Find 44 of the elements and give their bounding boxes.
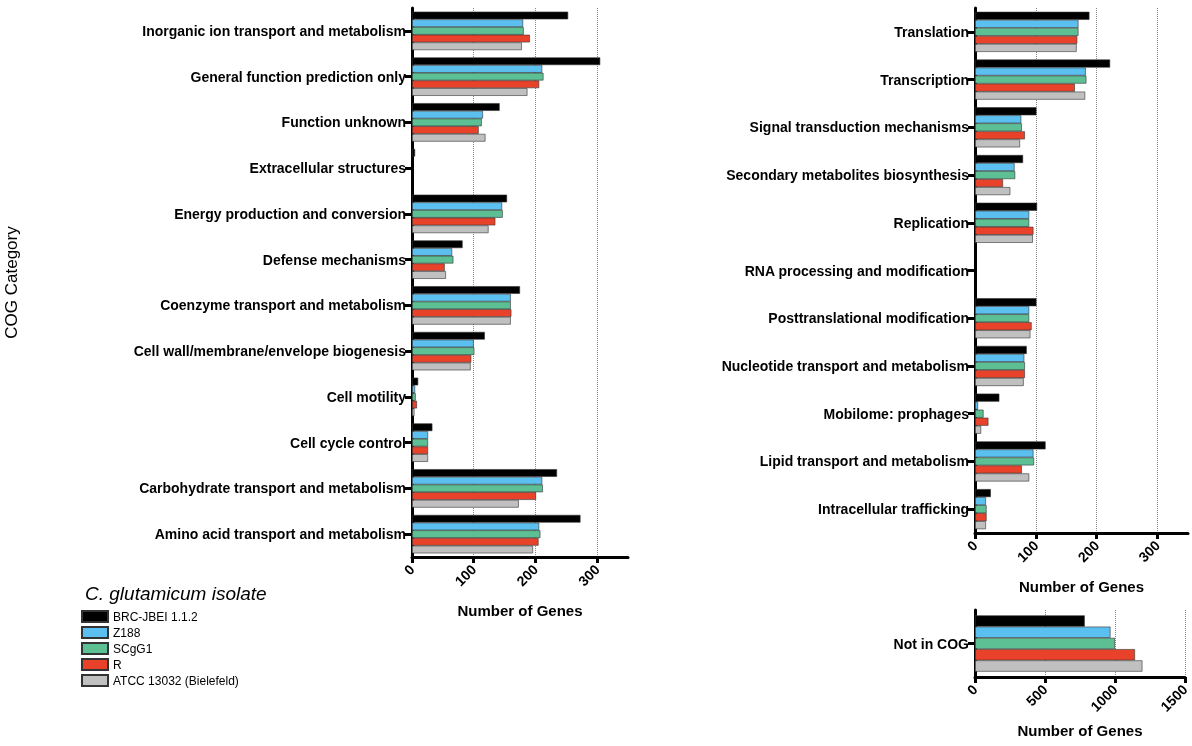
y-tick-label: Intracellular trafficking	[818, 501, 969, 518]
y-tick-label: Cell cycle control	[290, 434, 406, 451]
y-tick-label: Energy production and conversion	[174, 205, 406, 222]
legend-label: Z188	[113, 625, 141, 640]
x-tick-label: 200	[1074, 537, 1103, 566]
y-tick-label: Signal transduction mechanisms	[749, 119, 970, 136]
y-tick-label: Carbohydrate transport and metabolism	[139, 480, 406, 497]
x-tick-label: 100	[451, 561, 480, 590]
y-tick-label: Mobilome: prophages	[823, 405, 970, 422]
y-tick-label: Inorganic ion transport and metabolism	[142, 22, 406, 39]
y-tick-label: Coenzyme transport and metabolism	[160, 297, 406, 314]
x-axis-title: Number of Genes	[1018, 578, 1145, 595]
legend-label: ATCC 13032 (Bielefeld)	[113, 673, 239, 688]
y-tick-label: Cell motility	[326, 388, 407, 405]
y-axis-title: COG Category	[2, 225, 21, 339]
y-tick-label: General function prediction only	[190, 68, 407, 85]
y-tick-label: Function unknown	[281, 114, 406, 131]
legend-title: C. glutamicum isolate	[85, 583, 267, 604]
x-tick-label: 300	[574, 561, 603, 590]
y-tick-label: Secondary metabolites biosynthesis	[726, 167, 970, 184]
y-tick-label: Amino acid transport and metabolism	[154, 526, 406, 543]
x-tick-label: 0	[963, 537, 981, 555]
y-tick-label: Defense mechanisms	[262, 251, 407, 268]
y-tick-label: Extracellular structures	[249, 160, 407, 177]
x-axis-title: Number of Genes	[457, 602, 583, 619]
y-tick-label: Replication	[893, 214, 969, 231]
legend-label: SCgG1	[113, 641, 153, 656]
y-tick-label: Translation	[894, 23, 969, 40]
x-tick-label: 200	[513, 561, 542, 590]
x-tick-label: 0	[400, 561, 418, 579]
x-tick-label: 100	[1013, 537, 1042, 566]
x-tick-label: 300	[1135, 537, 1164, 566]
legend-label: BRC-JBEI 1.1.2	[113, 609, 199, 624]
y-tick-label: Lipid transport and metabolism	[759, 453, 969, 470]
y-tick-label: Transcription	[880, 71, 969, 88]
x-tick-label: 500	[1022, 681, 1051, 710]
legend-label: R	[113, 657, 122, 672]
y-tick-label: Nucleotide transport and metabolism	[721, 357, 969, 374]
y-tick-label: Not in COG	[893, 635, 970, 652]
x-tick-label: 0	[963, 681, 981, 699]
y-tick-label: Cell wall/membrane/envelope biogenesis	[133, 343, 407, 360]
y-tick-label: RNA processing and modification	[744, 262, 969, 279]
y-tick-label: Posttranslational modification	[768, 310, 969, 327]
x-axis-title: Number of Genes	[1017, 722, 1143, 739]
